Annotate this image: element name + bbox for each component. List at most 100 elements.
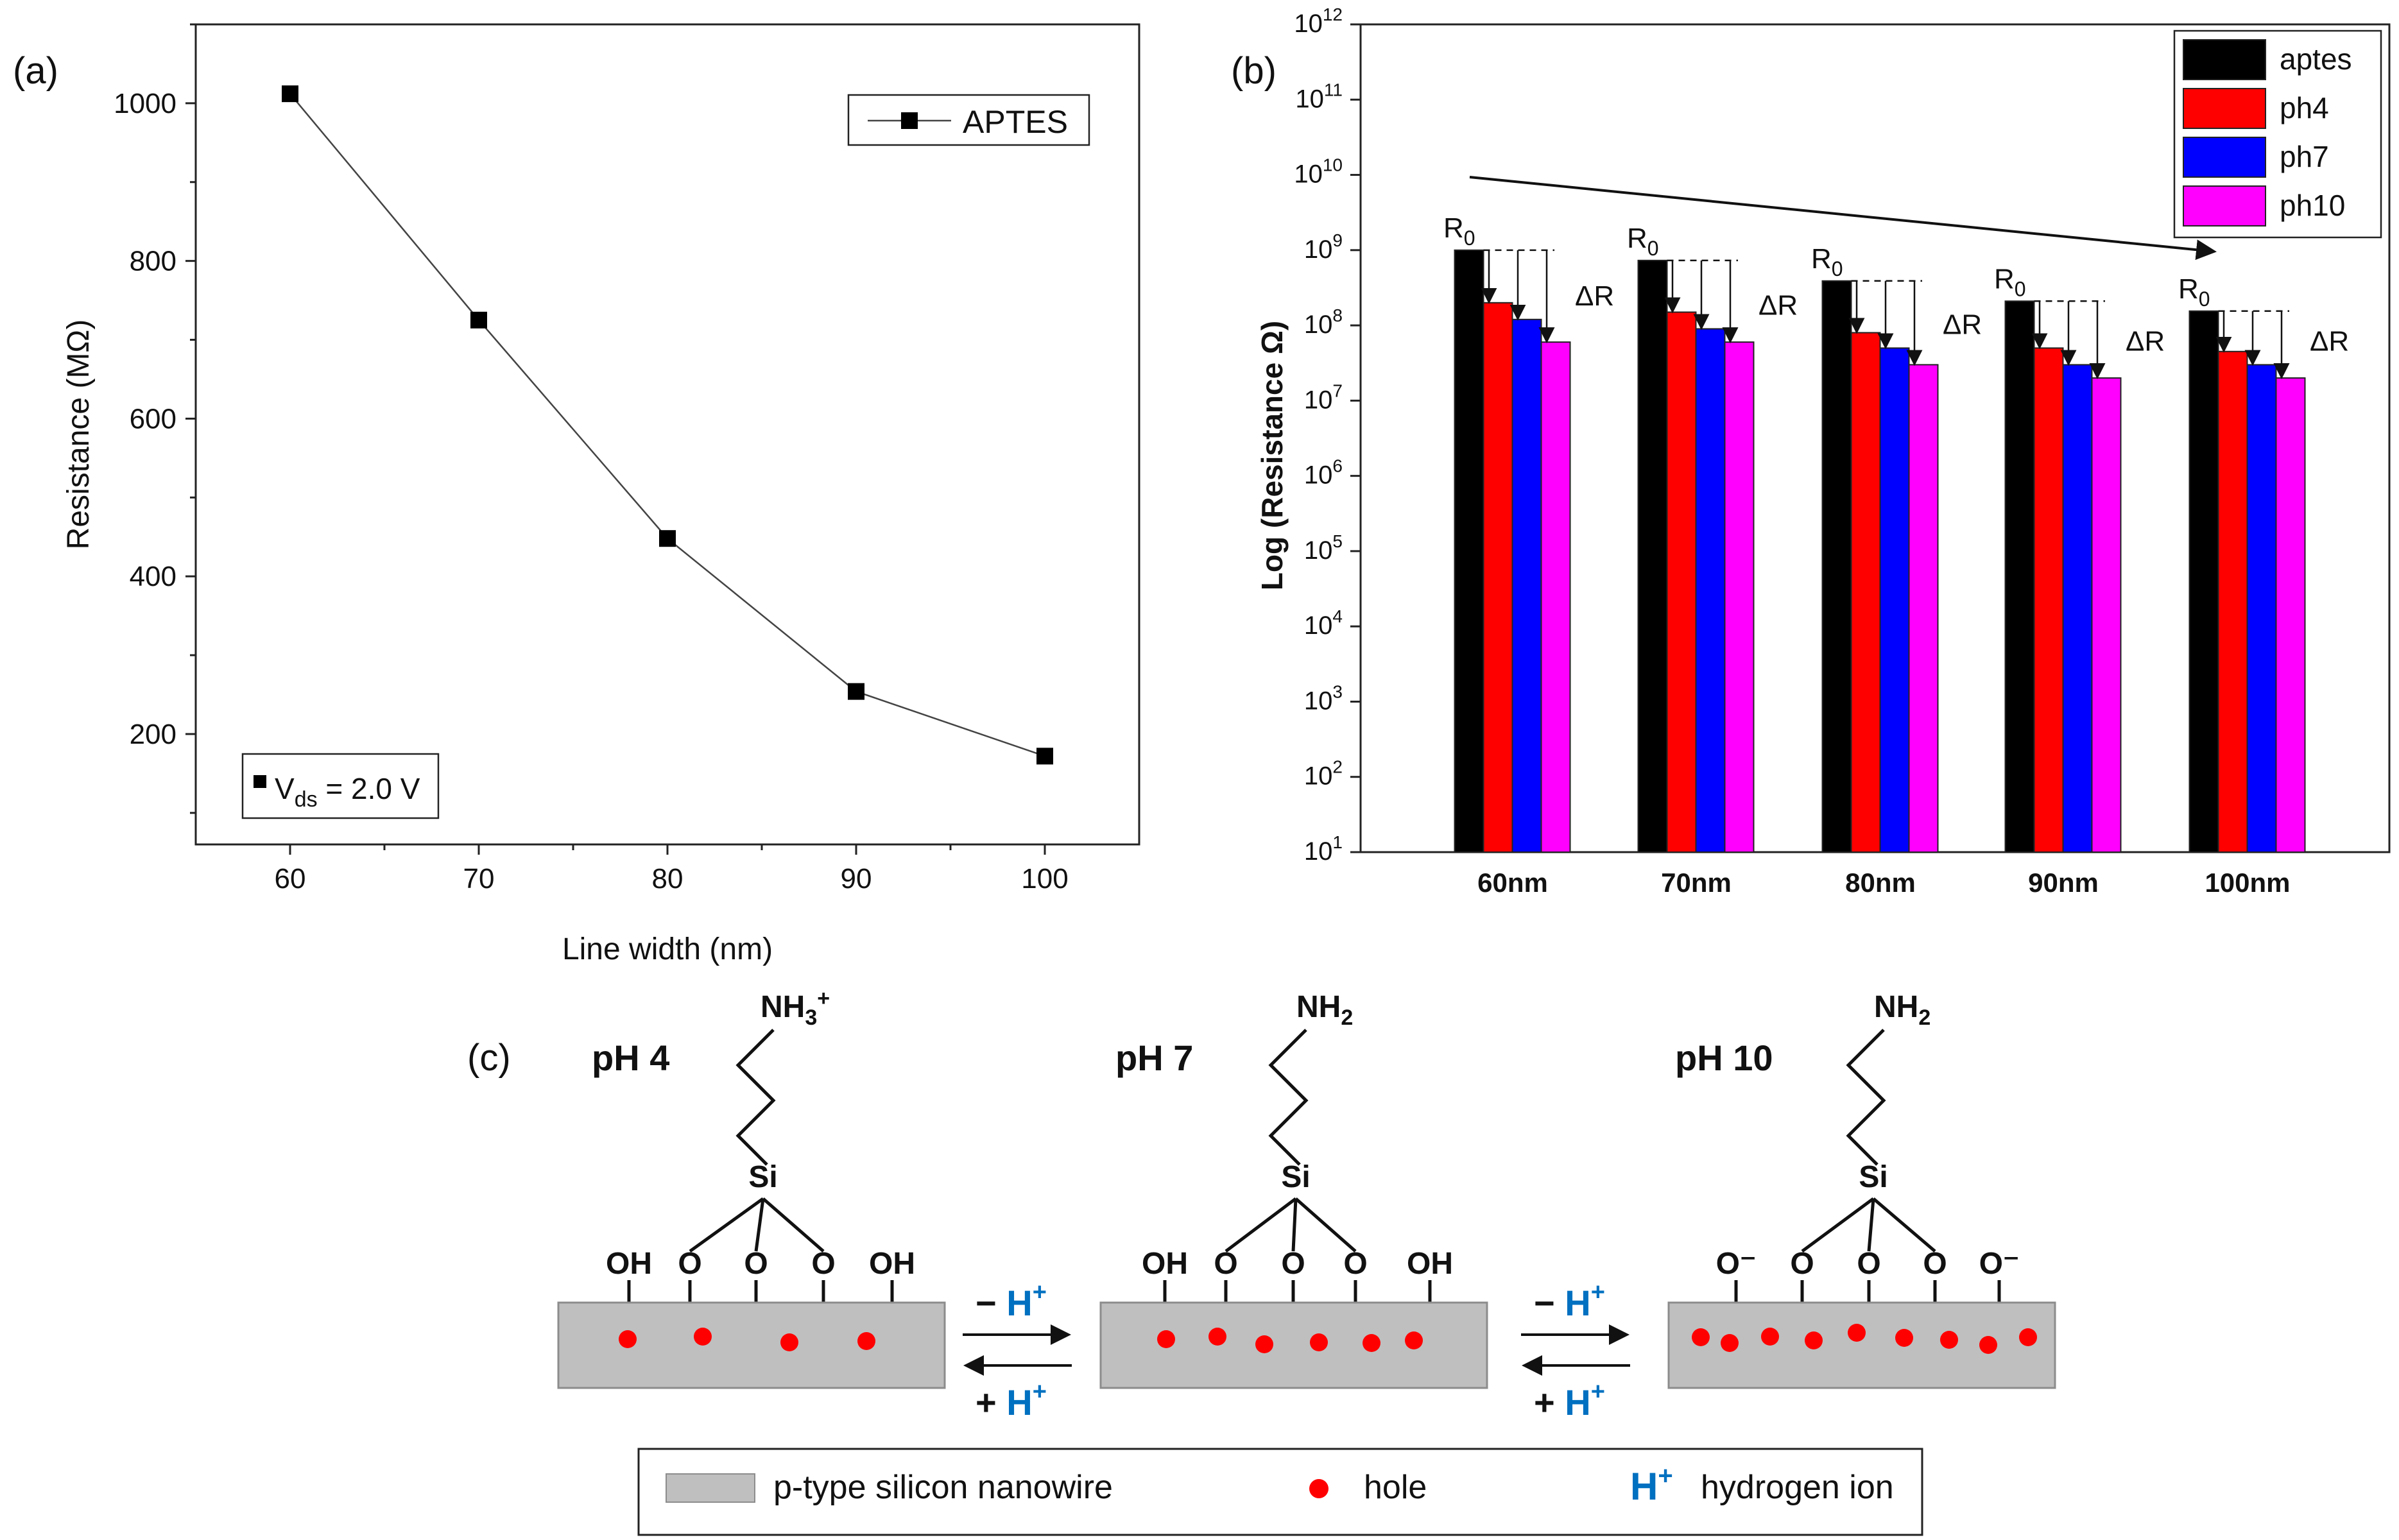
y-tick-label: 104 — [1304, 606, 1343, 640]
aptes-points — [282, 85, 1053, 765]
legend-label-aptes: aptes — [2280, 42, 2352, 76]
y-tick-label: 200 — [130, 719, 176, 750]
ph-label: pH 7 — [1115, 1038, 1193, 1078]
forward-label: − H+ — [976, 1279, 1047, 1323]
hole-dot — [1940, 1331, 1958, 1349]
x-tick-label: 100 — [1021, 863, 1068, 894]
hole-dot — [1895, 1329, 1913, 1347]
y-tick-label: 101 — [1304, 832, 1343, 866]
si-o-bond — [1867, 1198, 1875, 1252]
hole-dot — [780, 1333, 798, 1351]
delta-r-label: ΔR — [2310, 325, 2349, 357]
bar-ph7-60nm — [1511, 318, 1542, 853]
vds-marker — [254, 775, 266, 788]
hole-dot — [1761, 1328, 1779, 1346]
si-o-bond — [1801, 1197, 1875, 1253]
delta-r-label: ΔR — [1943, 309, 1982, 340]
panel-b-tick-labels: 101 102 103 104 105 106 107 108 109 1010 1011 1012 — [1294, 4, 1343, 866]
hole-dot — [694, 1328, 712, 1346]
amine-label: NH2 — [1874, 990, 1930, 1030]
surface-group: O — [1214, 1247, 1237, 1281]
bar-ph10-90nm — [2091, 377, 2122, 853]
panel-a: (a) 60 70 80 90 100 200 400 600 800 1000 Line wid… — [13, 23, 1140, 966]
bar-ph4-80nm — [1850, 332, 1881, 853]
si-label: Si — [748, 1160, 777, 1194]
hole-dot — [1255, 1335, 1273, 1353]
y-tick-label: 400 — [130, 561, 176, 592]
hole-dot — [1405, 1331, 1423, 1349]
legend-swatch-ph10 — [2183, 185, 2266, 227]
r0-label: R0 — [2178, 273, 2210, 311]
delta-r-label: ΔR — [1575, 280, 1614, 312]
panel-b-legend: aptes ph4 ph7 ph10 — [2173, 30, 2382, 239]
panel-a-ticks — [185, 23, 1046, 855]
si-o-bond — [762, 1197, 825, 1253]
x-tick-label: 60 — [275, 863, 306, 894]
legend-swatch-aptes — [2183, 39, 2266, 80]
aptes-point — [848, 683, 864, 700]
ph-label: pH 4 — [592, 1038, 669, 1078]
aptes-point — [1036, 748, 1053, 765]
legend-marker — [901, 112, 918, 129]
surface-group: O⁻ — [1716, 1247, 1757, 1281]
legend-b-entries: aptes ph4 ph7 ph10 — [2183, 39, 2352, 227]
bar-ph10-100nm — [2275, 377, 2306, 853]
legend-nanowire-label: p-type silicon nanowire — [773, 1469, 1113, 1506]
si-o-bond — [1225, 1197, 1297, 1253]
si-o-bond — [754, 1198, 765, 1252]
surface-group: O — [1857, 1247, 1880, 1281]
alkyl-chain — [735, 1029, 776, 1166]
r0-label: R0 — [1627, 223, 1659, 260]
amine-label: NH3+ — [761, 986, 830, 1030]
legend-hole-label: hole — [1364, 1469, 1427, 1506]
category-label: 80nm — [1845, 868, 1916, 898]
panel-b: (b) 101102103104105106107108109101010111… — [1231, 4, 2391, 898]
delta-r-label: ΔR — [1758, 289, 1798, 321]
si-o-bond — [1294, 1197, 1357, 1253]
bar-aptes-100nm — [2188, 310, 2219, 853]
y-tick-label: 109 — [1304, 230, 1343, 264]
r0-label: R0 — [1811, 243, 1843, 280]
panel-b-label: (b) — [1231, 50, 1277, 92]
si-o-bond — [689, 1197, 764, 1253]
hole-dot — [1310, 1333, 1328, 1351]
category-label: 100nm — [2205, 868, 2290, 898]
category-label: 60nm — [1477, 868, 1548, 898]
surface-group: O — [678, 1247, 701, 1281]
panel-a-tick-labels: 60 70 80 90 100 200 400 600 800 1000 — [114, 88, 1069, 894]
surface-group: O — [1281, 1247, 1305, 1281]
reverse-label: + H+ — [976, 1378, 1047, 1423]
panel-a-ylabel: Resistance (MΩ) — [62, 320, 96, 550]
ph-state-2: pH 7 NH2 Si OH O O O OH — [1099, 990, 1488, 1389]
ph-state-3: pH 10 NH2 Si O⁻ O O O O⁻ — [1667, 990, 2056, 1389]
si-label: Si — [1859, 1160, 1887, 1194]
legend-ion-symbol: H+ — [1630, 1462, 1673, 1508]
panel-b-annotations: R0 ΔR R0 ΔR R0 ΔR R0 ΔR R0 ΔR — [1443, 212, 2349, 380]
delta-r-label: ΔR — [2126, 325, 2165, 357]
panel-c-label: (c) — [467, 1037, 511, 1079]
ph-states: pH 4 NH3+ Si OH O O O OH pH 7 NH2 Si OH O O O OH pH 10 NH… — [557, 986, 2056, 1389]
hole-dot — [1692, 1328, 1710, 1346]
transition-1: − H+ + H+ — [963, 1279, 1072, 1423]
category-label: 70nm — [1661, 868, 1732, 898]
aptes-line — [289, 93, 1045, 757]
y-tick-label: 600 — [130, 403, 176, 434]
nanowire — [1099, 1301, 1488, 1389]
surface-group: OH — [1142, 1247, 1188, 1281]
panel-c-legend: p-type silicon nanowire hole H+ hydrogen… — [637, 1448, 1923, 1536]
y-tick-label: 1012 — [1294, 4, 1343, 38]
legend-ion-label: hydrogen ion — [1701, 1469, 1894, 1506]
vds-annotation: Vds = 2.0 V — [241, 753, 440, 819]
surface-group: OH — [869, 1247, 915, 1281]
y-tick-label: 1000 — [114, 88, 176, 119]
bar-ph4-60nm — [1483, 302, 1513, 853]
hole-dot — [1721, 1334, 1739, 1352]
x-tick-label: 80 — [652, 863, 684, 894]
bar-ph10-70nm — [1724, 341, 1755, 853]
bar-ph4-70nm — [1666, 311, 1697, 853]
alkyl-chain — [1846, 1029, 1886, 1166]
legend-label-aptes: APTES — [963, 104, 1068, 140]
transitions: − H+ + H+ − H+ + H+ — [963, 1279, 1630, 1423]
hole-dot — [1848, 1324, 1866, 1342]
